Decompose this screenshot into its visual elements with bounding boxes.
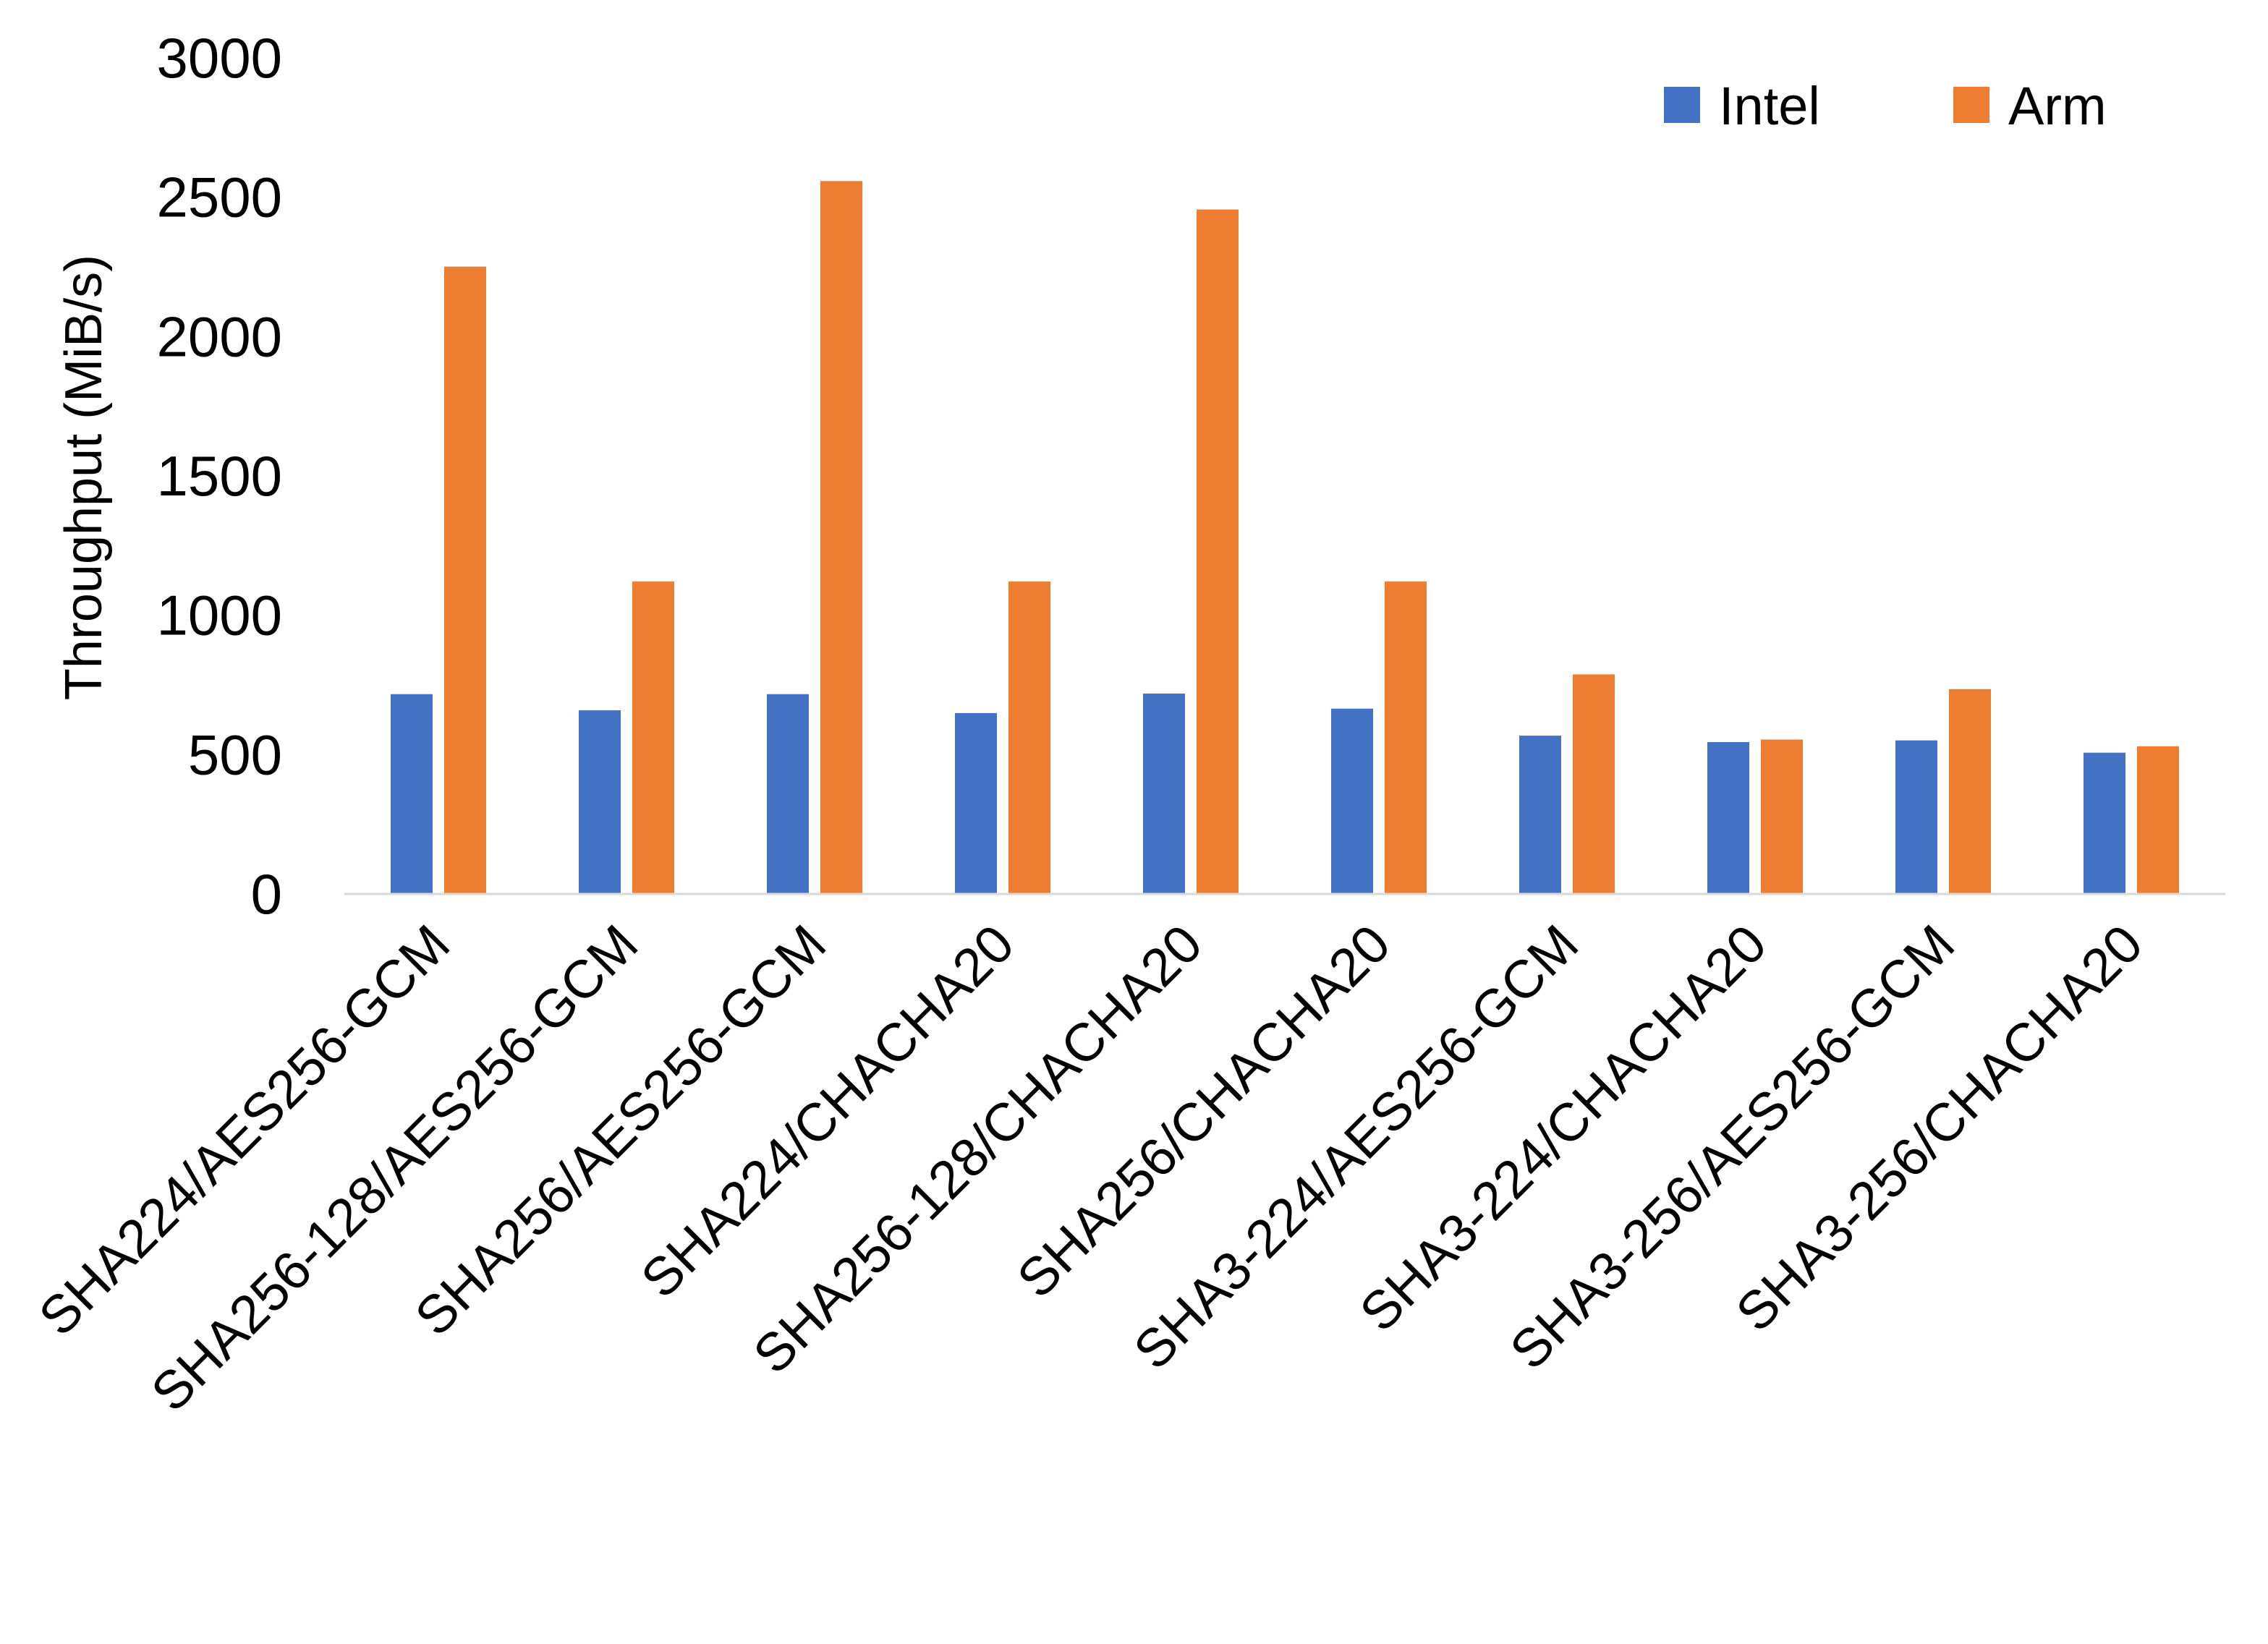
y-axis-label: Throughput (MiB/s) (55, 255, 113, 700)
bar-intel-2 (767, 694, 809, 894)
bar-arm-3 (1008, 582, 1050, 894)
bars (391, 181, 2179, 895)
x-tick-label: SHA256/CHACHA20 (1006, 913, 1401, 1309)
bar-intel-4 (1143, 693, 1185, 894)
y-tick-label: 2000 (156, 304, 282, 368)
legend-label-arm: Arm (2008, 76, 2107, 136)
y-tick-label: 500 (188, 723, 282, 786)
bar-arm-6 (1573, 674, 1615, 894)
legend-swatch-arm (1953, 87, 1989, 123)
y-tick-labels: 0 500 1000 1500 2000 2500 3000 (156, 26, 282, 926)
bar-arm-1 (632, 582, 674, 894)
bar-intel-3 (955, 712, 997, 894)
bar-intel-0 (391, 694, 433, 894)
legend: Intel Arm (1664, 76, 2107, 136)
y-tick-label: 1000 (156, 584, 282, 647)
y-tick-label: 0 (251, 862, 282, 926)
legend-swatch-intel (1664, 87, 1700, 123)
bar-intel-6 (1519, 736, 1561, 894)
bar-intel-7 (1707, 741, 1749, 894)
bar-intel-5 (1331, 708, 1373, 894)
x-tick-label: SHA224/CHACHA20 (629, 913, 1025, 1309)
y-tick-label: 1500 (156, 444, 282, 508)
y-tick-label: 3000 (156, 26, 282, 90)
x-tick-labels: SHA224/AES256-GCMSHA256-128/AES256-GCMSH… (27, 913, 2154, 1423)
bar-arm-4 (1197, 209, 1239, 894)
bar-arm-8 (1949, 689, 1991, 894)
bar-intel-8 (1895, 740, 1937, 894)
legend-label-intel: Intel (1719, 76, 1820, 136)
bar-intel-9 (2084, 752, 2125, 894)
bar-intel-1 (579, 710, 621, 894)
bar-arm-5 (1385, 582, 1427, 894)
bar-arm-2 (820, 181, 862, 895)
bar-arm-0 (444, 266, 486, 895)
bar-arm-7 (1761, 739, 1803, 894)
y-tick-label: 2500 (156, 166, 282, 229)
bar-arm-9 (2137, 746, 2179, 894)
